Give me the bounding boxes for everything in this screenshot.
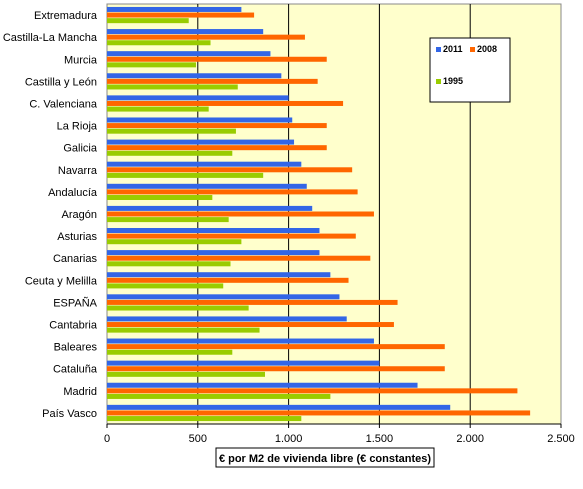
bar-2008	[107, 410, 531, 416]
category-label: Aragón	[62, 209, 97, 221]
bar-1995	[107, 128, 236, 134]
x-tick-label: 500	[189, 433, 207, 445]
legend-swatch-2011	[436, 47, 441, 52]
bar-2011	[107, 139, 295, 145]
bar-2008	[107, 255, 371, 261]
bar-2011	[107, 205, 313, 211]
bar-2011	[107, 73, 282, 79]
bar-2008	[107, 277, 349, 283]
category-label: La Rioja	[57, 121, 98, 133]
bar-2008	[107, 344, 445, 350]
category-label: Galicia	[63, 143, 98, 155]
bar-2008	[107, 56, 327, 62]
bars	[107, 6, 531, 422]
bar-1995	[107, 239, 242, 245]
category-label: Cantabria	[49, 320, 98, 332]
bar-1995	[107, 393, 331, 399]
bar-2008	[107, 233, 356, 239]
bar-1995	[107, 349, 233, 355]
bar-2011	[107, 250, 320, 256]
bar-2008	[107, 366, 445, 372]
bar-2011	[107, 404, 451, 410]
bar-2011	[107, 51, 271, 57]
category-label: Murcia	[64, 54, 98, 66]
bar-2011	[107, 29, 264, 35]
bar-2011	[107, 95, 289, 101]
category-label: Navarra	[58, 165, 98, 177]
bar-1995	[107, 305, 249, 311]
bar-2011	[107, 294, 340, 300]
category-label: Castilla-La Mancha	[3, 32, 98, 44]
category-label: Ceuta y Melilla	[25, 275, 98, 287]
x-tick-label: 1.500	[366, 433, 394, 445]
bar-2011	[107, 338, 374, 344]
category-label: Andalucía	[48, 187, 98, 199]
x-tick-label: 2.000	[456, 433, 484, 445]
bar-2008	[107, 78, 318, 84]
bar-1995	[107, 172, 264, 178]
bar-2011	[107, 382, 418, 388]
bar-2008	[107, 322, 394, 328]
category-label: C. Valenciana	[29, 98, 98, 110]
legend-label-2011: 2011	[443, 44, 463, 54]
bar-2011	[107, 117, 293, 123]
bar-2008	[107, 100, 344, 106]
category-labels: Extremadura Castilla-La Mancha Murcia Casti…	[3, 10, 98, 420]
bar-2011	[107, 316, 347, 322]
bar-1995	[107, 62, 196, 68]
x-axis-title: € por M2 de vivienda libre (€ constantes…	[219, 453, 431, 465]
legend-swatch-1995	[436, 79, 441, 84]
bar-2008	[107, 123, 327, 129]
bar-2011	[107, 272, 331, 278]
bar-1995	[107, 150, 233, 156]
category-label: Baleares	[54, 342, 98, 354]
bar-2008	[107, 299, 398, 305]
category-label: Asturias	[57, 231, 97, 243]
category-label: Castilla y León	[25, 76, 97, 88]
x-tick-labels: 0 500 1.000 1.500 2.000 2.500	[104, 423, 575, 445]
legend-label-1995: 1995	[443, 76, 463, 86]
legend-label-2008: 2008	[477, 44, 497, 54]
bar-2011	[107, 161, 302, 167]
bar-1995	[107, 18, 189, 24]
bar-2008	[107, 211, 374, 217]
category-label: Canarias	[53, 253, 98, 265]
legend: 2011 2008 1995	[429, 37, 511, 103]
bar-2011	[107, 183, 307, 189]
bar-2008	[107, 34, 305, 40]
bar-1995	[107, 327, 260, 333]
bar-1995	[107, 416, 302, 422]
bar-2008	[107, 189, 358, 195]
bar-1995	[107, 283, 224, 289]
category-label: Cataluña	[53, 364, 98, 376]
x-axis-title-box: € por M2 de vivienda libre (€ constantes…	[215, 447, 435, 468]
x-tick-label: 2.500	[547, 433, 575, 445]
category-label: País Vasco	[42, 408, 97, 420]
bar-1995	[107, 194, 213, 200]
x-tick-label: 0	[104, 433, 110, 445]
legend-swatch-2008	[470, 47, 475, 52]
bar-1995	[107, 261, 231, 267]
category-label: ESPAÑA	[53, 296, 97, 309]
bar-1995	[107, 106, 209, 112]
bar-2008	[107, 167, 353, 173]
category-label: Madrid	[63, 386, 97, 398]
bar-2011	[107, 6, 242, 12]
bar-2008	[107, 388, 518, 394]
bar-1995	[107, 371, 265, 377]
bar-2008	[107, 12, 255, 18]
bar-2011	[107, 360, 380, 366]
x-tick-label: 1.000	[275, 433, 303, 445]
bar-1995	[107, 217, 229, 223]
category-label: Extremadura	[34, 10, 98, 22]
bar-1995	[107, 84, 238, 90]
bar-1995	[107, 40, 211, 46]
bar-2008	[107, 145, 327, 151]
bar-2011	[107, 228, 320, 234]
